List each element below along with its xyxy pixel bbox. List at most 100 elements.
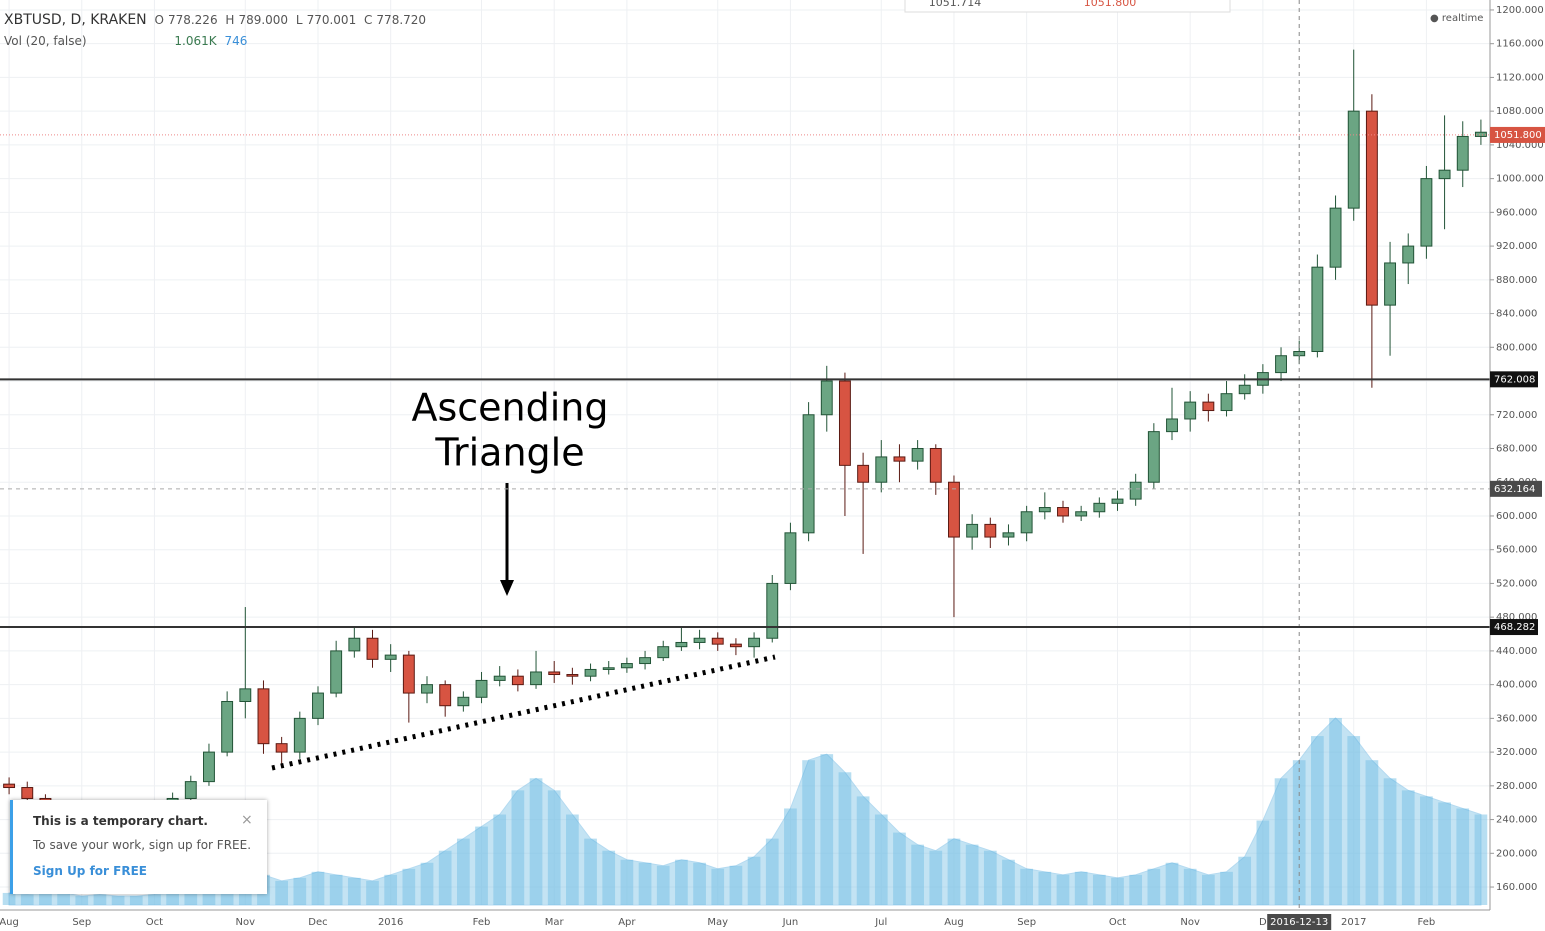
vol-ma: 746 xyxy=(224,34,248,48)
candle-body xyxy=(857,464,870,483)
candle-body xyxy=(675,641,688,648)
volume-header: Vol (20, false) 1.061K 746 xyxy=(4,34,251,48)
volume-bar xyxy=(438,850,452,905)
popup-text: To save your work, sign up for FREE. xyxy=(33,838,252,852)
candle-body xyxy=(748,637,761,648)
volume-bar xyxy=(1474,814,1488,905)
vol-label: Vol (20, false) xyxy=(4,34,87,48)
candle-body xyxy=(530,671,542,686)
y-tick-label: 1120.000 xyxy=(1496,72,1544,83)
y-tick-label: 600.000 xyxy=(1496,511,1537,522)
volume-bar xyxy=(1129,874,1143,905)
popup: This is a temporary chart. To save your … xyxy=(10,800,267,894)
volume-bar xyxy=(802,760,815,905)
x-tick-label: Sep xyxy=(1017,917,1036,928)
legend-header: XBTUSD, D, KRAKEN O 778.226 H 789.000 L 770… xyxy=(4,12,430,28)
candle-body xyxy=(239,688,252,702)
volume-bar xyxy=(638,862,652,905)
candle-body xyxy=(203,751,215,783)
y-tick-label: 720.000 xyxy=(1496,410,1537,421)
volume-bar xyxy=(456,838,470,905)
candle-body xyxy=(620,663,633,669)
arrow-head xyxy=(500,580,514,596)
crosshair-price-label: 632.164 xyxy=(1494,484,1535,495)
volume-bar xyxy=(1329,717,1342,905)
candle-body xyxy=(366,637,379,660)
candle-body xyxy=(384,654,397,660)
axis-bg xyxy=(1490,0,1545,931)
volume-bar xyxy=(1165,862,1179,905)
volume-bar xyxy=(1401,790,1415,905)
x-tick-label: Jun xyxy=(782,917,799,928)
volume-bar xyxy=(1092,874,1106,905)
candle-body xyxy=(838,380,851,466)
candle-body xyxy=(439,684,452,707)
volume-bar xyxy=(347,877,361,905)
candle-body xyxy=(1129,481,1142,500)
volume-bar xyxy=(765,838,779,905)
candle-body xyxy=(966,523,979,538)
level-label-bg xyxy=(1490,619,1538,636)
volume-bar xyxy=(838,772,852,905)
y-tick-label: 1160.000 xyxy=(1496,39,1544,50)
x-tick-label: Aug xyxy=(0,917,19,928)
volume-bar xyxy=(275,880,289,905)
y-tick-label: 920.000 xyxy=(1496,241,1537,252)
volume-bar xyxy=(893,832,906,905)
candle-body xyxy=(511,675,524,686)
volume-bar xyxy=(547,790,561,905)
candle-body xyxy=(929,447,942,483)
candle-body xyxy=(602,667,615,670)
volume-bar xyxy=(1420,796,1433,905)
y-tick-label: 320.000 xyxy=(1496,747,1537,758)
y-tick-label: 880.000 xyxy=(1496,275,1537,286)
volume-bar xyxy=(1438,802,1451,905)
volume-bar xyxy=(329,874,343,905)
volume-bar xyxy=(111,895,125,905)
candle-body xyxy=(802,414,815,534)
volume-bar xyxy=(1038,871,1052,905)
volume-bar xyxy=(983,850,997,905)
volume-bar xyxy=(947,838,961,905)
volume-bar xyxy=(420,862,434,905)
volume-bar xyxy=(729,865,743,905)
volume-bar xyxy=(1183,868,1197,905)
volume-bar xyxy=(1365,760,1379,905)
y-tick-label: 280.000 xyxy=(1496,781,1537,792)
candle-body xyxy=(1420,178,1433,247)
volume-bar xyxy=(620,859,634,905)
candle-body xyxy=(421,684,433,694)
candle-body xyxy=(893,456,906,462)
candle-body xyxy=(566,674,579,677)
x-tick-label: Sep xyxy=(72,917,91,928)
candle-body xyxy=(584,668,597,677)
candle-body xyxy=(639,657,652,665)
volume-bar xyxy=(747,856,761,905)
candle-body xyxy=(1474,131,1487,137)
volume-bar xyxy=(366,880,379,905)
y-tick-label: 1000.000 xyxy=(1496,174,1544,185)
ohlc-value: 789.000 xyxy=(238,13,289,27)
ohlc-value: 778.720 xyxy=(376,13,427,27)
candle-body xyxy=(475,679,488,698)
level-label-bg xyxy=(1490,371,1538,388)
level-label: 468.282 xyxy=(1494,622,1535,633)
ohlc-key: O xyxy=(154,13,164,27)
x-tick-label: Oct xyxy=(1109,917,1126,928)
volume-bar xyxy=(1383,778,1397,905)
ohlc-value: 778.226 xyxy=(167,13,218,27)
y-tick-label: 360.000 xyxy=(1496,713,1537,724)
candle-body xyxy=(293,717,306,753)
candle-body xyxy=(784,532,797,584)
crosshair-price-bg xyxy=(1490,480,1542,497)
x-tick-label: Apr xyxy=(618,917,636,928)
popup-close[interactable]: × xyxy=(241,812,253,828)
volume-bar xyxy=(166,892,179,905)
popup-link[interactable]: Sign Up for FREE xyxy=(33,864,147,878)
volume-bar xyxy=(965,844,979,905)
candle-body xyxy=(1111,498,1124,504)
candle-body xyxy=(693,637,706,643)
candle-body xyxy=(1166,418,1178,433)
volume-pane xyxy=(2,717,1488,906)
candle-body xyxy=(402,654,415,694)
